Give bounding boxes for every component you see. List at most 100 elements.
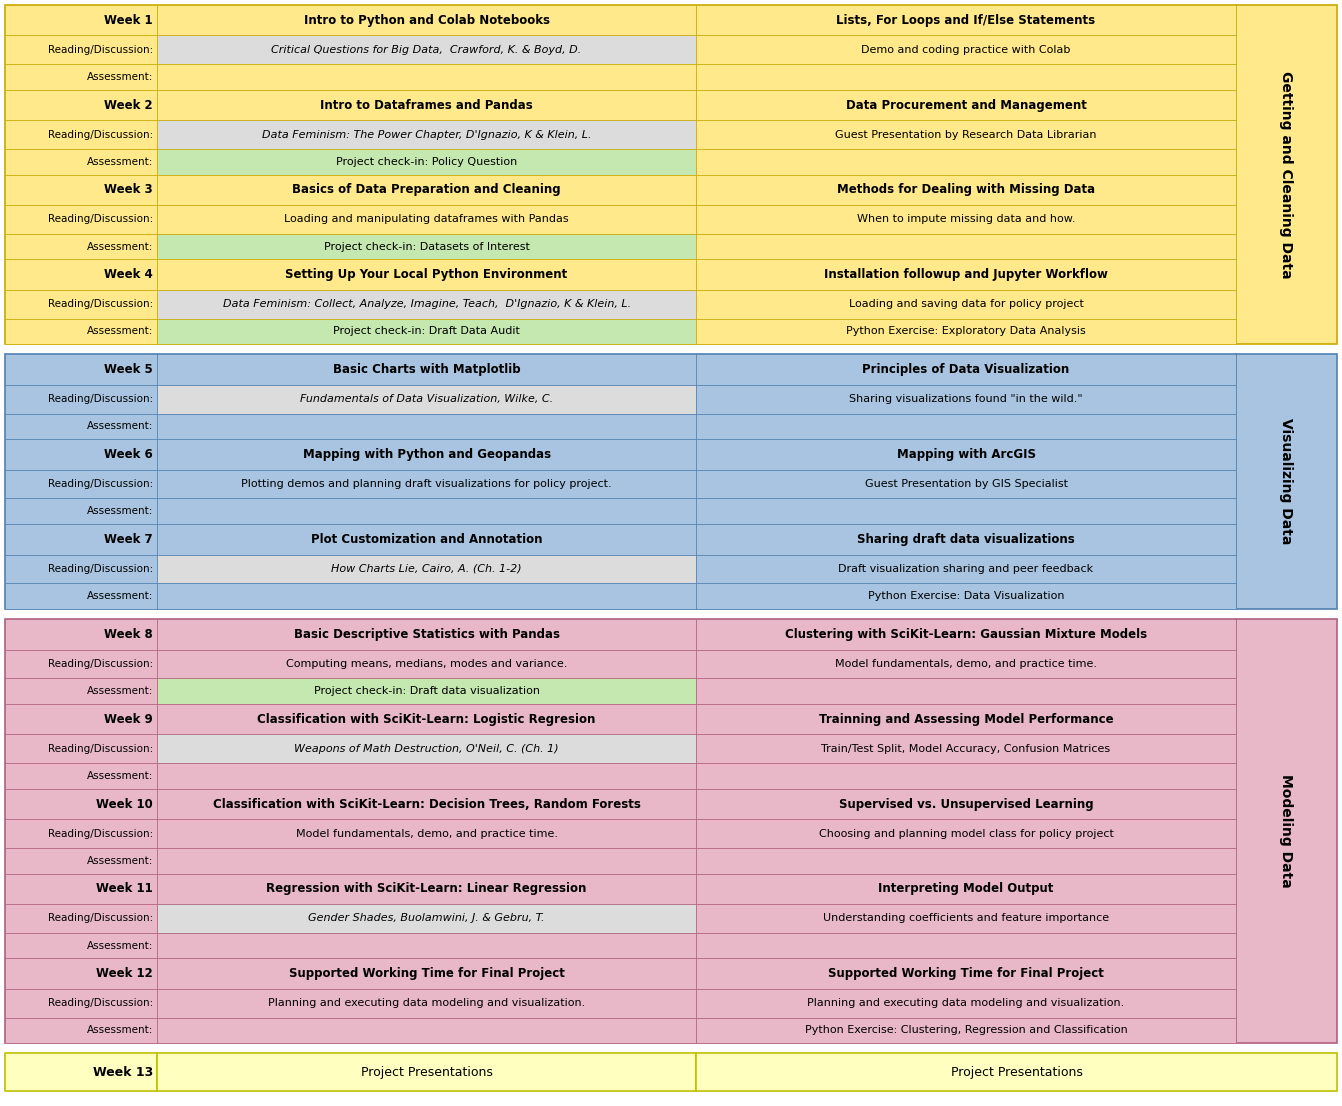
Text: Interpreting Model Output: Interpreting Model Output <box>879 883 1053 896</box>
Text: Assessment:: Assessment: <box>86 421 153 431</box>
Bar <box>696 848 1236 874</box>
Text: Project Presentations: Project Presentations <box>361 1065 493 1078</box>
Bar <box>157 904 696 932</box>
Text: Assessment:: Assessment: <box>86 686 153 696</box>
Text: Week 10: Week 10 <box>97 797 153 811</box>
Text: Python Exercise: Exploratory Data Analysis: Python Exercise: Exploratory Data Analys… <box>847 326 1086 336</box>
Bar <box>5 649 157 678</box>
Bar <box>5 904 157 932</box>
Text: Reading/Discussion:: Reading/Discussion: <box>47 300 153 310</box>
Text: Critical Questions for Big Data,  Crawford, K. & Boyd, D.: Critical Questions for Big Data, Crawfor… <box>271 45 581 55</box>
Bar <box>696 619 1236 649</box>
Bar <box>696 290 1236 319</box>
Bar <box>5 678 157 705</box>
Bar <box>696 355 1236 385</box>
Text: Project check-in: Datasets of Interest: Project check-in: Datasets of Interest <box>323 241 530 251</box>
Bar <box>696 205 1236 233</box>
Bar <box>5 705 157 734</box>
Bar <box>157 705 696 734</box>
Bar <box>5 524 157 554</box>
Bar <box>5 205 157 233</box>
Text: Assessment:: Assessment: <box>86 326 153 336</box>
Bar <box>5 1054 157 1091</box>
Bar <box>157 205 696 233</box>
Bar <box>696 789 1236 820</box>
Bar <box>696 121 1236 149</box>
Bar <box>157 439 696 470</box>
Bar <box>5 319 157 344</box>
Text: Project Presentations: Project Presentations <box>950 1065 1083 1078</box>
Text: Reading/Discussion:: Reading/Discussion: <box>47 215 153 225</box>
Text: Modeling Data: Modeling Data <box>1279 774 1294 888</box>
Text: Planning and executing data modeling and visualization.: Planning and executing data modeling and… <box>268 999 585 1009</box>
Bar <box>696 649 1236 678</box>
Bar <box>157 149 696 175</box>
Text: Intro to Dataframes and Pandas: Intro to Dataframes and Pandas <box>321 98 533 112</box>
Text: Basic Descriptive Statistics with Pandas: Basic Descriptive Statistics with Pandas <box>294 628 560 641</box>
Text: Loading and manipulating dataframes with Pandas: Loading and manipulating dataframes with… <box>285 215 569 225</box>
Bar <box>5 35 157 64</box>
Text: Week 7: Week 7 <box>105 533 153 546</box>
Bar <box>696 439 1236 470</box>
Text: Regression with SciKit-Learn: Linear Regression: Regression with SciKit-Learn: Linear Reg… <box>267 883 586 896</box>
Bar <box>5 1018 157 1043</box>
Text: How Charts Lie, Cairo, A. (Ch. 1-2): How Charts Lie, Cairo, A. (Ch. 1-2) <box>331 564 522 574</box>
Bar <box>5 149 157 175</box>
Text: Reading/Discussion:: Reading/Discussion: <box>47 479 153 489</box>
Bar <box>696 319 1236 344</box>
Bar <box>696 260 1236 290</box>
Bar <box>696 524 1236 554</box>
Text: Assessment:: Assessment: <box>86 507 153 517</box>
Text: Intro to Python and Colab Notebooks: Intro to Python and Colab Notebooks <box>303 13 550 27</box>
Bar <box>696 554 1236 583</box>
Text: Reading/Discussion:: Reading/Discussion: <box>47 395 153 405</box>
Bar <box>696 64 1236 90</box>
Text: Week 2: Week 2 <box>105 98 153 112</box>
Text: Reading/Discussion:: Reading/Discussion: <box>47 659 153 669</box>
Text: Model fundamentals, demo, and practice time.: Model fundamentals, demo, and practice t… <box>295 828 557 838</box>
Bar <box>157 678 696 705</box>
Text: Reading/Discussion:: Reading/Discussion: <box>47 129 153 139</box>
Text: Assessment:: Assessment: <box>86 241 153 251</box>
Bar <box>696 820 1236 848</box>
Text: Setting Up Your Local Python Environment: Setting Up Your Local Python Environment <box>286 268 568 281</box>
Text: Reading/Discussion:: Reading/Discussion: <box>47 999 153 1009</box>
Bar <box>696 904 1236 932</box>
Text: Fundamentals of Data Visualization, Wilke, C.: Fundamentals of Data Visualization, Wilk… <box>301 395 553 405</box>
Bar <box>5 848 157 874</box>
Bar <box>696 678 1236 705</box>
Bar <box>5 6 1236 344</box>
Text: Model fundamentals, demo, and practice time.: Model fundamentals, demo, and practice t… <box>835 659 1096 669</box>
Bar <box>157 64 696 90</box>
Bar <box>157 619 696 649</box>
Text: Installation followup and Jupyter Workflow: Installation followup and Jupyter Workfl… <box>824 268 1108 281</box>
Bar <box>696 932 1236 959</box>
Text: Supported Working Time for Final Project: Supported Working Time for Final Project <box>289 967 565 980</box>
Bar <box>157 583 696 609</box>
Bar <box>5 90 157 121</box>
Bar <box>157 989 696 1018</box>
Bar <box>157 121 696 149</box>
Bar <box>5 260 157 290</box>
Bar <box>157 959 696 989</box>
Text: Classification with SciKit-Learn: Decision Trees, Random Forests: Classification with SciKit-Learn: Decisi… <box>212 797 640 811</box>
Bar <box>157 175 696 205</box>
Text: Planning and executing data modeling and visualization.: Planning and executing data modeling and… <box>808 999 1125 1009</box>
Bar <box>5 734 157 763</box>
Text: Lists, For Loops and If/Else Statements: Lists, For Loops and If/Else Statements <box>836 13 1095 27</box>
Text: Data Feminism: The Power Chapter, D'Ignazio, K & Klein, L.: Data Feminism: The Power Chapter, D'Igna… <box>262 129 592 139</box>
Text: Train/Test Split, Model Accuracy, Confusion Matrices: Train/Test Split, Model Accuracy, Confus… <box>821 744 1111 754</box>
Text: Clustering with SciKit-Learn: Gaussian Mixture Models: Clustering with SciKit-Learn: Gaussian M… <box>785 628 1147 641</box>
Text: Reading/Discussion:: Reading/Discussion: <box>47 564 153 574</box>
Bar <box>5 789 157 820</box>
Bar <box>696 414 1236 439</box>
Bar <box>157 233 696 260</box>
Bar <box>5 385 157 414</box>
Text: Supervised vs. Unsupervised Learning: Supervised vs. Unsupervised Learning <box>839 797 1094 811</box>
Text: Supported Working Time for Final Project: Supported Working Time for Final Project <box>828 967 1104 980</box>
Text: Week 9: Week 9 <box>105 712 153 726</box>
Bar <box>5 989 157 1018</box>
Text: Plot Customization and Annotation: Plot Customization and Annotation <box>311 533 542 546</box>
Text: Week 11: Week 11 <box>97 883 153 896</box>
Text: Guest Presentation by Research Data Librarian: Guest Presentation by Research Data Libr… <box>835 129 1096 139</box>
